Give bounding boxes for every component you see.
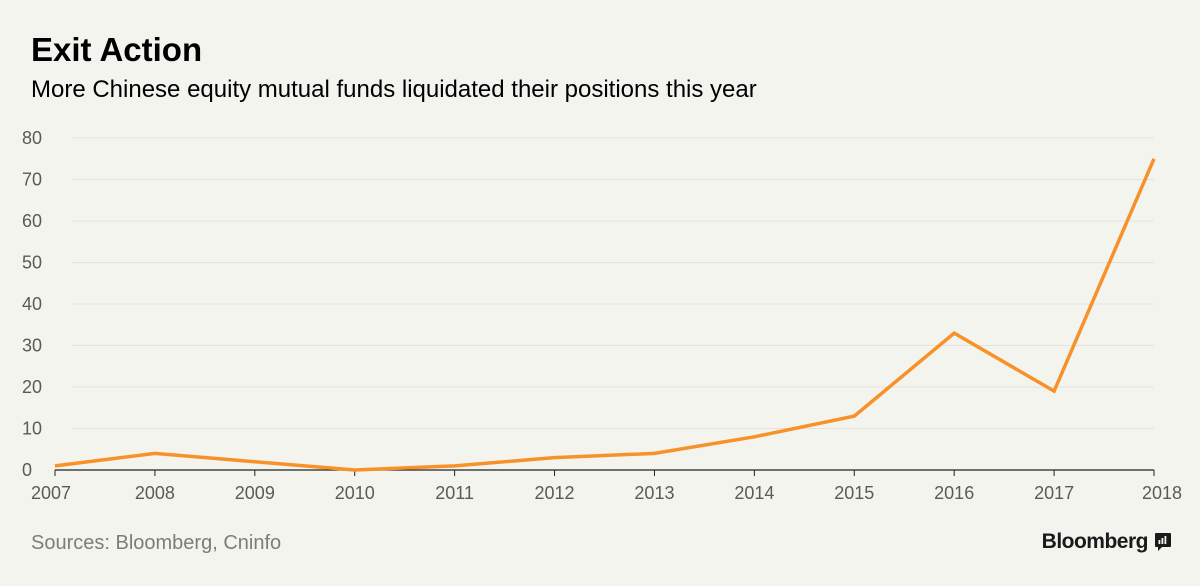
x-axis: 2007 2008 2009 2010 2011 2012 2013 2014 2015 2016… [31,469,1182,503]
x-tick-label-2017: 2017 [1034,483,1074,503]
y-tick-label-80: 80 [22,128,42,148]
x-tick-label-2011: 2011 [435,483,474,503]
y-tick-label-60: 60 [22,211,42,231]
x-tick-label-2012: 2012 [535,483,575,503]
x-tick-label-2016: 2016 [934,483,974,503]
x-tick-label-2010: 2010 [335,483,375,503]
y-tick-label-0: 0 [22,460,32,480]
y-tick-label-20: 20 [22,377,42,397]
x-tick-label-2015: 2015 [834,483,874,503]
x-tick-label-2014: 2014 [734,483,774,503]
chart-title: Exit Action [31,31,203,68]
series-layer [54,158,1156,472]
y-tick-label-40: 40 [22,294,42,314]
series-line-0 [54,158,1156,472]
bloomberg-terminal-icon [1155,533,1171,551]
x-tick-label-2008: 2008 [135,483,175,503]
y-axis-ticks: 0 10 20 30 40 50 60 70 80 [22,128,42,480]
x-tick-label-2013: 2013 [634,483,674,503]
y-tick-label-50: 50 [22,253,42,273]
brand-logo: Bloomberg [1042,528,1172,556]
y-tick-label-30: 30 [22,336,42,356]
y-tick-label-70: 70 [22,170,42,190]
chart-subtitle: More Chinese equity mutual funds liquida… [31,76,757,103]
x-tick-label-2007: 2007 [31,483,71,503]
x-tick-label-2009: 2009 [235,483,275,503]
source-note: Sources: Bloomberg, Cninfo [31,532,282,554]
x-tick-label-2018: 2018 [1142,483,1182,503]
y-tick-label-10: 10 [22,419,42,439]
brand-name: Bloomberg [1041,530,1149,553]
gridlines [72,137,1154,429]
